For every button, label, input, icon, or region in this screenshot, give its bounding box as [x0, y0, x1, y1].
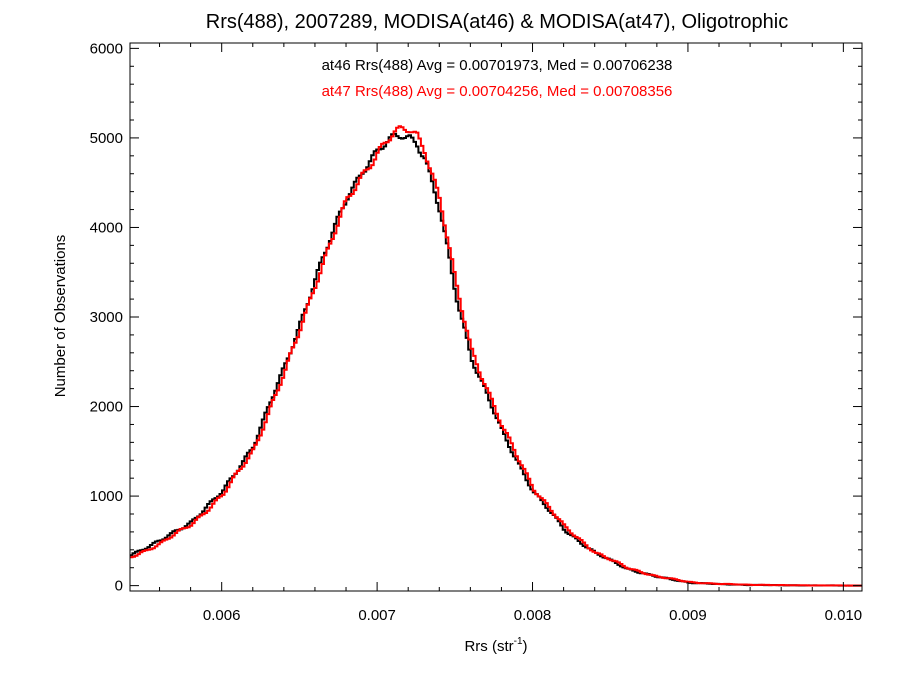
y-tick-label: 3000	[90, 309, 123, 326]
annotation-at47: at47 Rrs(488) Avg = 0.00704256, Med = 0.…	[322, 83, 673, 100]
x-axis-label-superscript: -1	[514, 636, 523, 647]
x-tick-label: 0.009	[669, 607, 707, 624]
series-line-0	[130, 132, 862, 587]
x-tick-label: 0.010	[825, 607, 863, 624]
x-tick-label: 0.007	[358, 607, 396, 624]
x-axis-label-main: Rrs (str	[464, 638, 513, 655]
x-axis-label-suffix: )	[523, 638, 528, 655]
x-tick-label: 0.006	[203, 607, 241, 624]
y-tick-label: 5000	[90, 130, 123, 147]
y-axis-label: Number of Observations	[52, 235, 69, 398]
x-tick-label: 0.008	[514, 607, 552, 624]
y-tick-label: 0	[115, 578, 123, 595]
y-tick-label: 4000	[90, 219, 123, 236]
tick-layer: 0.006 0.007 0.008 0.009 0.010 0 1000 2000 3000 40…	[90, 40, 862, 624]
y-tick-label: 2000	[90, 399, 123, 416]
y-tick-label: 6000	[90, 40, 123, 57]
x-axis-label: Rrs (str-1)	[464, 636, 527, 655]
series-line-1	[130, 125, 862, 587]
series-layer	[130, 125, 862, 587]
plot-frame	[129, 42, 863, 592]
y-tick-label: 1000	[90, 488, 123, 505]
annotation-at46: at46 Rrs(488) Avg = 0.00701973, Med = 0.…	[322, 57, 673, 74]
chart-title: Rrs(488), 2007289, MODISA(at46) & MODISA…	[206, 11, 788, 33]
